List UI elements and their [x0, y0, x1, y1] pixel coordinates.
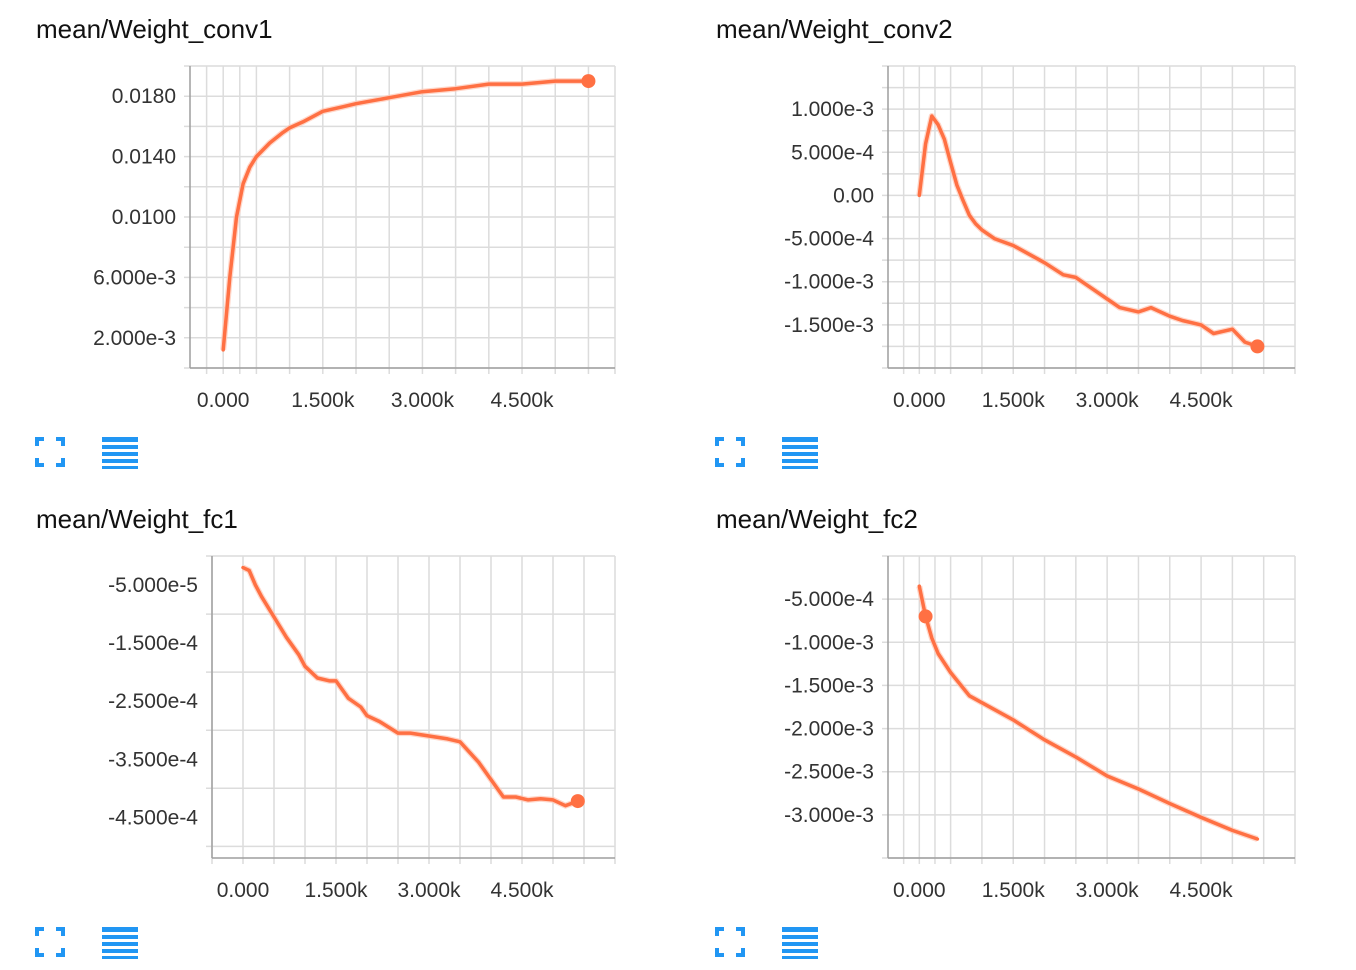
y-tick-label: -3.500e-4 [108, 748, 198, 771]
series-raw-line [220, 78, 589, 351]
series-raw-line [916, 113, 1259, 350]
list-icon[interactable] [100, 922, 140, 962]
hover-marker[interactable] [1250, 339, 1265, 354]
y-tick-label: 1.000e-3 [791, 98, 874, 121]
chart-title: mean/Weight_fc1 [36, 504, 238, 534]
y-tick-label: -2.500e-4 [108, 690, 198, 713]
y-tick-label: -4.500e-4 [108, 806, 198, 829]
x-tick-label: 1.500k [291, 389, 355, 412]
y-tick-label: 6.000e-3 [93, 266, 176, 289]
x-tick-label: 3.000k [1076, 879, 1140, 902]
x-tick-label: 1.500k [304, 879, 368, 902]
list-icon[interactable] [780, 432, 820, 472]
series-raw-line [916, 585, 1259, 842]
y-tick-label: -1.500e-4 [108, 632, 198, 655]
chart-plot[interactable]: 2.000e-3 6.000e-3 0.0100 0.0140 0.0180 0.000 1… [0, 0, 660, 480]
chart-title: mean/Weight_fc2 [716, 504, 918, 534]
x-tick-label: 0.000 [893, 389, 946, 412]
chart-plot[interactable]: -1.500e-3 -1.000e-3 -5.000e-4 0.00 5.000e-4 1… [680, 0, 1340, 480]
series-line[interactable] [221, 79, 591, 352]
y-tick-label: 0.0100 [112, 206, 176, 229]
y-tick-label: -5.000e-4 [784, 228, 874, 251]
y-tick-label: 0.0180 [112, 85, 176, 108]
expand-icon[interactable] [710, 922, 750, 962]
y-tick-label: -1.000e-3 [784, 271, 874, 294]
y-tick-label: -1.500e-3 [784, 674, 874, 697]
y-tick-label: -5.000e-4 [784, 588, 874, 611]
x-tick-label: 0.000 [893, 879, 946, 902]
x-tick-label: 1.500k [982, 879, 1046, 902]
chart-title: mean/Weight_conv1 [36, 14, 273, 44]
chart-plot[interactable]: -4.500e-4 -3.500e-4 -2.500e-4 -1.500e-4 -5.0… [0, 490, 660, 970]
x-tick-label: 4.500k [1170, 389, 1234, 412]
hover-marker[interactable] [918, 609, 933, 624]
y-tick-label: -1.500e-3 [784, 314, 874, 337]
x-tick-label: 3.000k [391, 389, 455, 412]
chart-card: mean/Weight_fc1 -4.500e-4 -3.500e-4 -2.500e… [0, 490, 660, 970]
hover-marker[interactable] [581, 74, 596, 89]
x-tick-label: 0.000 [217, 879, 270, 902]
series-line[interactable] [917, 114, 1260, 349]
expand-icon[interactable] [710, 432, 750, 472]
chart-card: mean/Weight_conv2 -1.500e-3 -1.000e-3 -5.00… [680, 0, 1340, 480]
x-tick-label: 3.000k [397, 879, 461, 902]
y-tick-label: 5.000e-4 [791, 141, 874, 164]
chart-card: mean/Weight_fc2 -3.000e-3 -2.500e-3 -2.000e… [680, 490, 1340, 970]
y-tick-label: -1.000e-3 [784, 631, 874, 654]
y-tick-label: -2.500e-3 [784, 761, 874, 784]
x-tick-label: 4.500k [490, 879, 554, 902]
x-tick-label: 0.000 [197, 389, 250, 412]
hover-marker[interactable] [570, 794, 585, 809]
y-tick-label: -2.000e-3 [784, 718, 874, 741]
series-raw-line [241, 564, 579, 809]
list-icon[interactable] [100, 432, 140, 472]
list-icon[interactable] [780, 922, 820, 962]
x-tick-label: 3.000k [1076, 389, 1140, 412]
x-tick-label: 1.500k [982, 389, 1046, 412]
y-tick-label: 0.0140 [112, 146, 176, 169]
y-tick-label: 0.00 [833, 184, 874, 207]
chart-title: mean/Weight_conv2 [716, 14, 953, 44]
x-tick-label: 4.500k [1170, 879, 1234, 902]
chart-plot[interactable]: -3.000e-3 -2.500e-3 -2.000e-3 -1.500e-3 -1.0… [680, 490, 1340, 970]
expand-icon[interactable] [30, 922, 70, 962]
y-tick-label: -5.000e-5 [108, 574, 198, 597]
y-tick-label: -3.000e-3 [784, 804, 874, 827]
expand-icon[interactable] [30, 432, 70, 472]
y-tick-label: 2.000e-3 [93, 327, 176, 350]
x-tick-label: 4.500k [491, 389, 555, 412]
series-line[interactable] [917, 584, 1260, 841]
series-line[interactable] [241, 565, 580, 808]
chart-card: mean/Weight_conv1 2.000e-3 6.000e-3 0.0100 0… [0, 0, 660, 480]
